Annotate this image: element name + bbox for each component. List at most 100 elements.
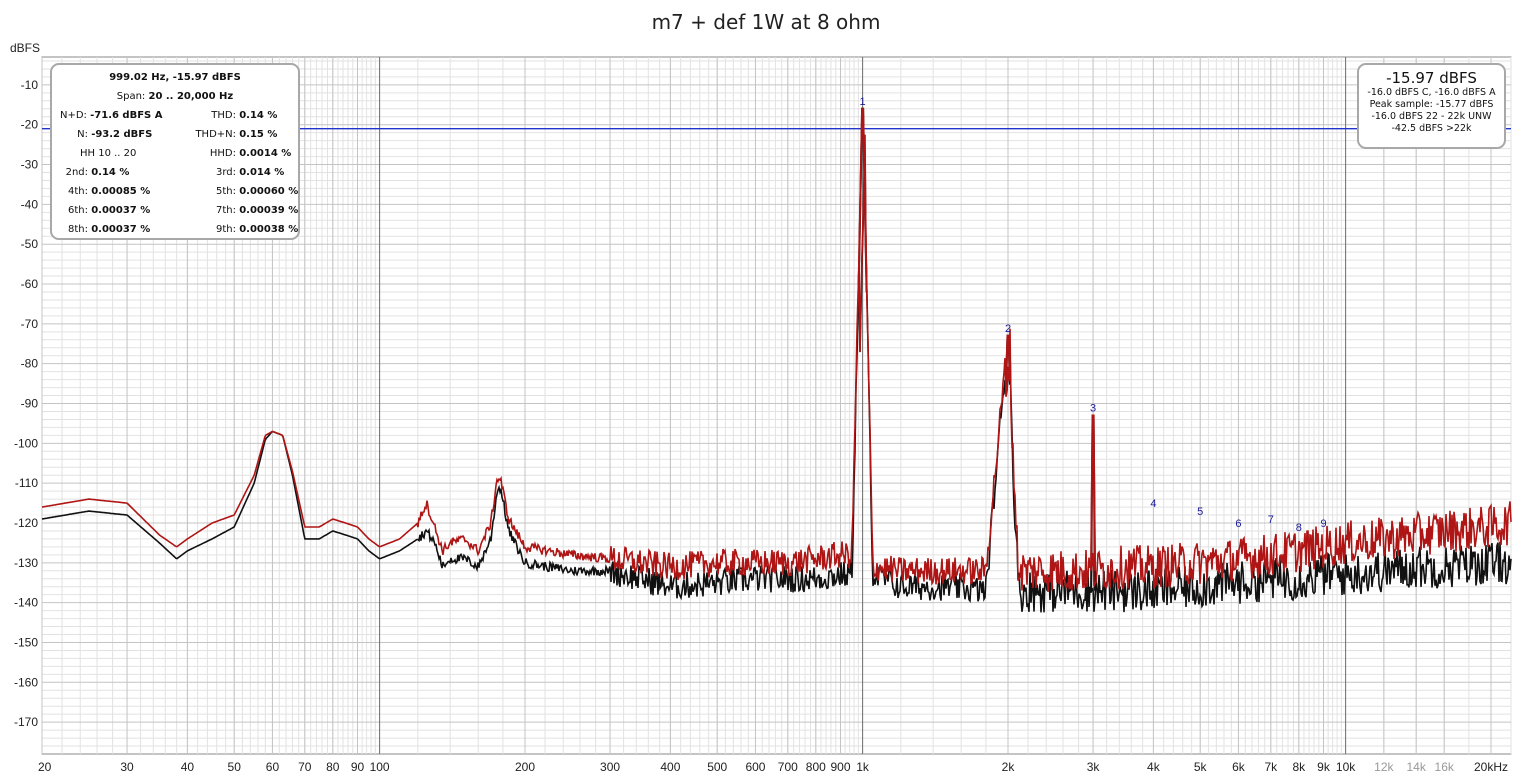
x-tick-label: 10k — [1336, 760, 1356, 774]
stats-h5: 5th: 0.00060 % — [192, 186, 298, 197]
stats-nd: N+D: -71.6 dBFS A — [60, 110, 162, 121]
x-tick-label: 16k — [1435, 760, 1455, 774]
y-tick-label: -160 — [14, 675, 38, 689]
stats-hhd: HHD: 0.0014 % — [192, 148, 291, 159]
x-tick-label: 90 — [351, 760, 365, 774]
x-tick-label: 1k — [856, 760, 870, 774]
peak-label: 7 — [1268, 514, 1274, 526]
peak-label: 3 — [1090, 402, 1096, 414]
stats-thd: THD: 0.14 % — [192, 110, 277, 121]
x-tick-label: 30 — [120, 760, 134, 774]
stats-h9: 9th: 0.00038 % — [192, 224, 298, 235]
y-tick-label: -90 — [21, 397, 39, 411]
h5-label: 5th: — [216, 186, 236, 197]
x-tick-label: 40 — [181, 760, 195, 774]
x-tick-label: 400 — [660, 760, 680, 774]
nd-label: N+D: — [60, 110, 87, 121]
h6-label: 6th: — [68, 205, 88, 216]
y-tick-label: -10 — [21, 78, 39, 92]
x-tick-label: 8k — [1292, 760, 1306, 774]
harmonic-spike — [1090, 414, 1097, 571]
stats-h3: 3rd: 0.014 % — [192, 167, 284, 178]
stats-thdn: THD+N: 0.15 % — [180, 129, 277, 140]
y-tick-label: -170 — [14, 715, 38, 729]
h8-value: 0.00037 % — [91, 224, 151, 235]
h9-label: 9th: — [216, 224, 236, 235]
stats-hh: HH 10 .. 20 — [80, 148, 137, 159]
h6-value: 0.00037 % — [91, 205, 151, 216]
y-tick-label: -60 — [21, 277, 39, 291]
h7-label: 7th: — [216, 205, 236, 216]
thd-label: THD: — [211, 110, 236, 121]
h3-label: 3rd: — [215, 167, 236, 178]
peak-unweighted: -16.0 dBFS 22 - 22k UNW — [1371, 111, 1492, 122]
h4-label: 4th: — [68, 186, 88, 197]
series-group — [41, 107, 1512, 613]
h9-value: 0.00038 % — [239, 224, 299, 235]
y-axis-label: dBFS — [10, 41, 40, 55]
x-tick-label: 200 — [515, 760, 535, 774]
x-tick-label: 9k — [1317, 760, 1331, 774]
stats-h4: 4th: 0.00085 % — [60, 186, 150, 197]
stats-h2: 2nd: 0.14 % — [60, 167, 130, 178]
x-tick-label: 100 — [370, 760, 390, 774]
x-tick-label: 900 — [830, 760, 850, 774]
peak-markers: 1 2 3 4 5 6 7 8 9 — [860, 96, 1327, 534]
x-tick-label: 600 — [745, 760, 765, 774]
x-tick-label: 20kHz — [1474, 760, 1508, 774]
stats-n: N: -93.2 dBFS — [60, 129, 152, 140]
peak-label: 8 — [1296, 522, 1302, 534]
y-tick-label: -70 — [21, 317, 39, 331]
h3-value: 0.014 % — [239, 167, 285, 178]
stats-h7: 7th: 0.00039 % — [192, 205, 298, 216]
peak-label: 1 — [860, 96, 866, 108]
y-tick-label: -30 — [21, 158, 39, 172]
y-tick-label: -140 — [14, 596, 38, 610]
n-label: N: — [77, 129, 88, 140]
h2-label: 2nd: — [65, 167, 88, 178]
h7-value: 0.00039 % — [239, 205, 299, 216]
peak-above-22k: -42.5 dBFS >22k — [1391, 123, 1472, 134]
y-tick-label: -100 — [14, 436, 38, 450]
stats-h8: 8th: 0.00037 % — [60, 224, 150, 235]
hhd-label: HHD: — [209, 148, 236, 159]
x-tick-label: 300 — [600, 760, 620, 774]
h2-value: 0.14 % — [91, 167, 130, 178]
hhd-value: 0.0014 % — [239, 148, 292, 159]
y-tick-label: -150 — [14, 635, 38, 649]
series-line-red — [41, 134, 1512, 593]
h8-label: 8th: — [68, 224, 88, 235]
x-tick-label: 70 — [298, 760, 312, 774]
y-tick-label: -20 — [21, 118, 39, 132]
thdn-label: THD+N: — [195, 129, 236, 140]
peak-label: 2 — [1005, 323, 1011, 335]
nd-value: -71.6 dBFS A — [90, 110, 163, 121]
stats-panel[interactable]: 999.02 Hz, -15.97 dBFS Span: 20 .. 20,00… — [50, 63, 300, 240]
x-tick-label: 2k — [1002, 760, 1016, 774]
harmonic-spike — [1005, 334, 1011, 381]
peak-label: 6 — [1235, 518, 1241, 530]
x-tick-label: 4k — [1147, 760, 1161, 774]
chart-title: m7 + def 1W at 8 ohm — [651, 10, 881, 34]
y-tick-label: -130 — [14, 556, 38, 570]
x-tick-label: 12k — [1374, 760, 1394, 774]
stats-span: Span: 20 .. 20,000 Hz — [52, 91, 298, 102]
x-tick-label: 20 — [38, 760, 52, 774]
x-tick-label: 700 — [778, 760, 798, 774]
span-label: Span: — [116, 91, 146, 102]
x-tick-label: 500 — [707, 760, 727, 774]
x-tick-label: 6k — [1232, 760, 1246, 774]
y-tick-label: -80 — [21, 357, 39, 371]
thdn-value: 0.15 % — [239, 129, 278, 140]
peak-sample: Peak sample: -15.77 dBFS — [1369, 99, 1494, 110]
stats-header: 999.02 Hz, -15.97 dBFS — [109, 72, 241, 83]
peak-level-weighted: -16.0 dBFS C, -16.0 dBFS A — [1367, 87, 1496, 98]
y-tick-labels: -10 -20 -30 -40 -50 -60 -70 -80 -90 -100 -110 -120 -… — [14, 78, 38, 729]
thd-value: 0.14 % — [239, 110, 278, 121]
peak-label: 5 — [1197, 506, 1203, 518]
n-value: -93.2 dBFS — [91, 129, 153, 140]
peak-level-panel[interactable]: -15.97 dBFS -16.0 dBFS C, -16.0 dBFS A P… — [1357, 63, 1506, 149]
x-tick-label: 7k — [1264, 760, 1278, 774]
x-tick-label: 800 — [806, 760, 826, 774]
h4-value: 0.00085 % — [91, 186, 151, 197]
